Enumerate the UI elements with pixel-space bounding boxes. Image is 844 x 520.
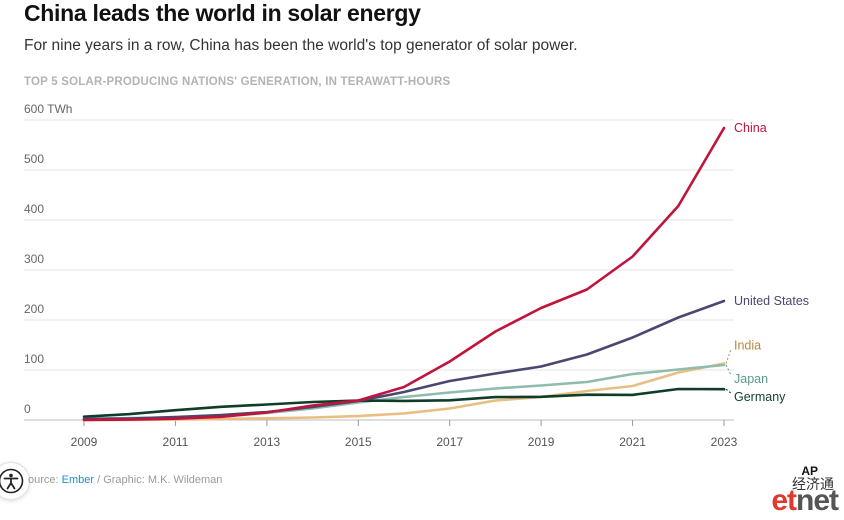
label-leader <box>725 364 732 376</box>
x-tick-label: 2015 <box>345 435 372 449</box>
x-tick-label: 2019 <box>528 435 555 449</box>
label-leader <box>725 349 732 364</box>
x-tick-label: 2017 <box>436 435 463 449</box>
series-line-china <box>82 126 726 422</box>
y-tick-label: 500 <box>24 152 44 166</box>
chart-subtitle: For nine years in a row, China has been … <box>24 37 578 54</box>
chart-title: China leads the world in solar energy <box>24 0 421 26</box>
chart-label: TOP 5 SOLAR-PRODUCING NATIONS' GENERATIO… <box>24 76 451 88</box>
x-tick-label: 2021 <box>619 435 646 449</box>
label-leader <box>725 388 732 394</box>
logo-net: net <box>796 484 839 517</box>
x-tick-label: 2023 <box>711 435 738 449</box>
series-label-china: China <box>734 121 767 135</box>
logo-chinese-text: 经济通 <box>792 477 834 493</box>
series-label-united-states: United States <box>734 294 809 308</box>
series-lines <box>82 126 726 422</box>
series-line-germany <box>82 387 726 419</box>
etnet-logo: AP 经济通 etnet <box>748 464 840 520</box>
series-labels: China United States India Japan Germany <box>725 121 809 404</box>
ap-logo-text: AP <box>801 464 818 478</box>
source-prefix: ource: <box>28 474 62 486</box>
y-tick-label: 0 <box>24 402 31 416</box>
y-tick-label: 400 <box>24 202 44 216</box>
y-tick-label: 100 <box>24 352 44 366</box>
accessibility-button[interactable] <box>0 462 30 500</box>
series-line-united-states <box>82 299 726 421</box>
x-tick-label: 2013 <box>254 435 281 449</box>
x-tick-label: 2009 <box>71 435 98 449</box>
y-tick-label: 600 TWh <box>24 102 72 116</box>
graphic-credit: / Graphic: M.K. Wildeman <box>94 474 223 486</box>
series-label-india: India <box>734 339 761 353</box>
y-tick-label: 300 <box>24 252 44 266</box>
series-label-germany: Germany <box>734 390 786 404</box>
x-axis: 2009 2011 2013 2015 2017 2019 2021 2023 <box>71 420 738 449</box>
y-axis-ticks: 0 100 200 300 400 500 600 TWh <box>24 102 72 416</box>
line-chart: 0 100 200 300 400 500 600 TWh 2009 2011 2013 2015… <box>24 102 809 449</box>
source-link-ember[interactable]: Ember <box>61 474 95 486</box>
logo-et: et <box>771 484 797 517</box>
series-label-japan: Japan <box>734 372 768 386</box>
accessibility-icon <box>0 468 24 494</box>
y-tick-label: 200 <box>24 302 44 316</box>
source-credit: ource: Ember / Graphic: M.K. Wildeman <box>28 474 222 486</box>
series-line-india <box>82 362 726 422</box>
x-tick-label: 2011 <box>163 435 189 449</box>
